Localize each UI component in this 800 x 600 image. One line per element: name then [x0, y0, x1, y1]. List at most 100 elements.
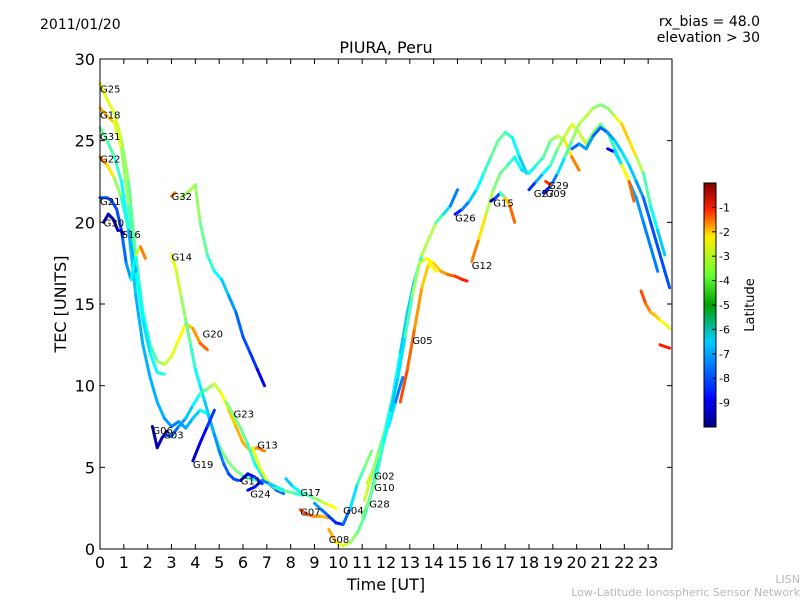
trace-segment [613, 139, 624, 154]
trace-segment [134, 269, 145, 322]
trace-segment [212, 433, 221, 453]
trace-segment [441, 204, 452, 216]
series-g15 [489, 191, 517, 224]
trace-segment [184, 318, 193, 347]
x-tick-label: 4 [190, 553, 200, 572]
series-label-g26: G26 [455, 213, 475, 224]
x-tick-label: 10 [328, 553, 348, 572]
colorbar-tick-label: -3 [719, 250, 730, 263]
series-g21 [98, 196, 147, 281]
trace-segment [606, 131, 617, 143]
trace-segment [220, 278, 231, 298]
trace-segment [639, 289, 648, 306]
trace-segment [184, 403, 195, 420]
trace-segment [198, 425, 209, 445]
trace-segment [239, 426, 250, 446]
colorbar-tick-label: -9 [719, 397, 730, 410]
trace-segment [177, 420, 188, 430]
trace-segment [620, 122, 631, 143]
trace-segment [234, 310, 245, 339]
trace-segment [620, 150, 631, 167]
trace-segment [205, 408, 216, 428]
trace-segment [613, 114, 624, 126]
trace-segment [470, 237, 481, 263]
trace-segment [170, 338, 181, 358]
trace-segment [634, 196, 645, 224]
trace-segment [420, 237, 431, 257]
series-label-g12: G12 [472, 261, 492, 272]
trace-segment [613, 150, 624, 167]
trace-segment [246, 443, 257, 466]
series-label-g14: G14 [172, 253, 192, 264]
trace-segment [663, 269, 672, 290]
trace-segment [556, 134, 567, 151]
trace-segment [584, 106, 595, 118]
trace-segment [355, 465, 366, 486]
trace-segment [220, 449, 231, 464]
y-tick-label: 0 [85, 540, 95, 559]
series-g17 [284, 477, 338, 510]
x-tick-label: 2 [143, 553, 153, 572]
trace-segment [563, 122, 574, 138]
trace-segment [427, 261, 438, 273]
trace-segment [496, 131, 507, 143]
trace-segment [141, 343, 152, 379]
trace-segment [410, 261, 421, 298]
chart-parameters: rx_bias = 48.0 elevation > 30 [657, 14, 760, 46]
trace-segment [258, 465, 269, 482]
series-g26 [453, 131, 529, 216]
trace-segment [170, 253, 178, 273]
trace-segment [413, 286, 424, 330]
trace-segment [405, 327, 417, 371]
colorbar-tick-label: -8 [719, 372, 730, 385]
series-label-g19: G19 [193, 460, 213, 471]
footer-org-short: LISN [775, 573, 800, 586]
trace-segment [541, 184, 552, 195]
series-label-g04: G04 [343, 506, 363, 517]
trace-segment [591, 126, 602, 138]
series-g04 [313, 449, 374, 526]
trace-segment [375, 441, 386, 477]
trace-segment [606, 106, 617, 118]
trace-segment [513, 155, 524, 172]
trace-segment [241, 335, 252, 355]
colorbar-ticks: -1 -2 -3 -4 -5 -6 -7 -8 -9 [712, 201, 730, 410]
trace-segment [363, 474, 374, 502]
trace-segment [127, 180, 138, 257]
trace-segment [198, 220, 209, 257]
series-label-g06: G06 [152, 426, 172, 437]
series-label-g25: G25 [100, 84, 120, 95]
series-g29 [544, 180, 552, 187]
trace-segment [189, 343, 197, 371]
trace-segment [634, 180, 645, 200]
trace-segment [577, 114, 588, 126]
elevation-label: elevation > 30 [656, 30, 760, 46]
trace-segment [448, 188, 459, 208]
colorbar-tick-label: -4 [719, 275, 730, 288]
x-tick-label: 7 [262, 553, 272, 572]
trace-segment [105, 114, 116, 125]
trace-segment [313, 501, 324, 512]
trace-segment [191, 327, 202, 345]
trace-segment [227, 294, 238, 314]
trace-segment [570, 155, 581, 172]
trace-segment [320, 514, 331, 520]
series-label-g28: G28 [369, 499, 389, 510]
trace-segment [584, 131, 595, 146]
trace-segment [367, 474, 378, 502]
trace-segment [544, 180, 552, 187]
trace-segment [148, 343, 159, 363]
trace-segment [274, 485, 285, 492]
trace-segment [649, 245, 660, 273]
trace-segment [112, 176, 123, 200]
trace-segment [398, 310, 409, 355]
series-label-g17: G17 [300, 488, 320, 499]
footer: LISN Low-Latitude Ionospheric Sensor Net… [571, 573, 800, 599]
trace-segment [155, 371, 166, 376]
trace-segment [394, 376, 405, 404]
series-label-g24: G24 [250, 490, 270, 501]
trace-segment [105, 163, 116, 180]
x-axis-label: Time [UT] [346, 575, 425, 594]
